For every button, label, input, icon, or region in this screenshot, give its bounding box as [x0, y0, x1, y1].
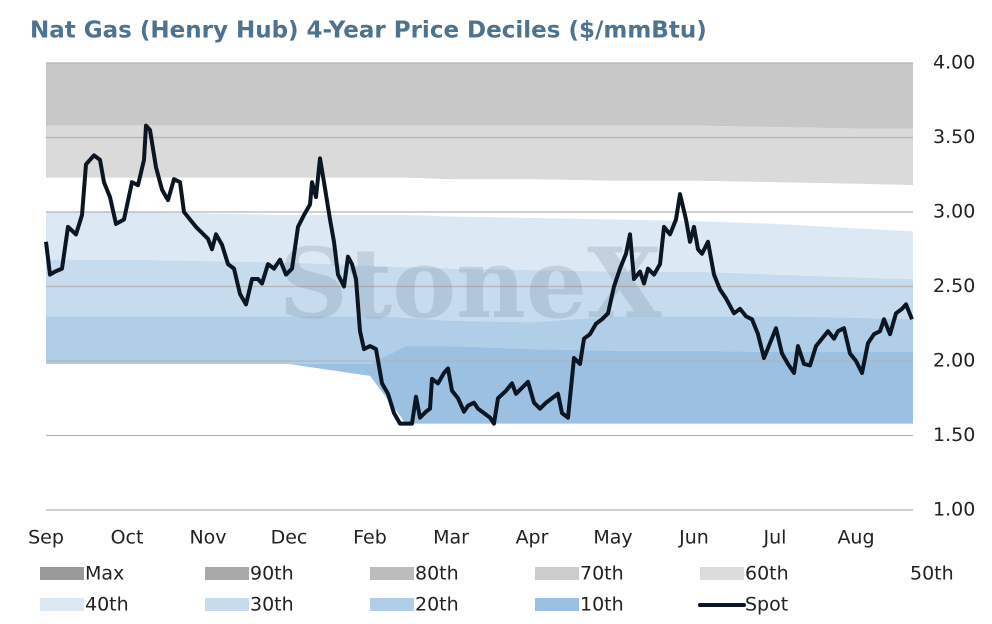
legend-swatch — [535, 567, 579, 580]
legend-label: 30th — [250, 594, 294, 616]
x-tick-label: Sep — [28, 527, 64, 549]
legend-label: Spot — [745, 594, 788, 616]
decile-band — [46, 177, 913, 232]
legend-label: Max — [85, 563, 124, 585]
decile-band — [46, 316, 913, 364]
legend-label: 60th — [745, 563, 789, 585]
legend-swatch — [40, 598, 84, 611]
y-tick-label: 1.00 — [933, 499, 975, 521]
spot-line — [44, 123, 914, 426]
y-tick-label: 2.00 — [933, 350, 975, 372]
y-tick-label: 4.00 — [933, 52, 975, 74]
x-tick-label: Aug — [837, 527, 874, 549]
y-tick-label: 3.00 — [933, 201, 975, 223]
legend-label: 40th — [85, 594, 129, 616]
legend-swatch — [535, 598, 579, 611]
x-tick-label: Jul — [763, 527, 787, 549]
legend-label: 50th — [910, 563, 954, 585]
legend-label: 90th — [250, 563, 294, 585]
legend-label: 80th — [415, 563, 459, 585]
x-tick-label: Mar — [433, 527, 469, 549]
y-tick-label: 3.50 — [933, 126, 975, 148]
legend-swatch — [40, 567, 84, 580]
x-tick-label: Jun — [678, 527, 709, 549]
x-tick-label: May — [593, 527, 632, 549]
legend-swatch — [370, 567, 414, 580]
legend-swatch — [370, 598, 414, 611]
legend-label: 70th — [580, 563, 624, 585]
decile-band — [46, 63, 913, 129]
chart-title: Nat Gas (Henry Hub) 4-Year Price Deciles… — [30, 18, 707, 44]
y-tick-label: 1.50 — [933, 424, 975, 446]
x-tick-label: Nov — [189, 527, 226, 549]
x-tick-label: Feb — [353, 527, 387, 549]
legend-swatch — [205, 567, 249, 580]
x-tick-label: Apr — [516, 527, 549, 549]
legend-label: 10th — [580, 594, 624, 616]
decile-band — [46, 125, 913, 186]
legend-swatch — [205, 598, 249, 611]
x-tick-label: Dec — [271, 527, 308, 549]
y-tick-label: 2.50 — [933, 275, 975, 297]
legend-swatch — [700, 567, 744, 580]
decile-band — [46, 346, 913, 424]
legend-label: 20th — [415, 594, 459, 616]
x-tick-label: Oct — [111, 527, 144, 549]
legend-swatch — [865, 567, 909, 580]
